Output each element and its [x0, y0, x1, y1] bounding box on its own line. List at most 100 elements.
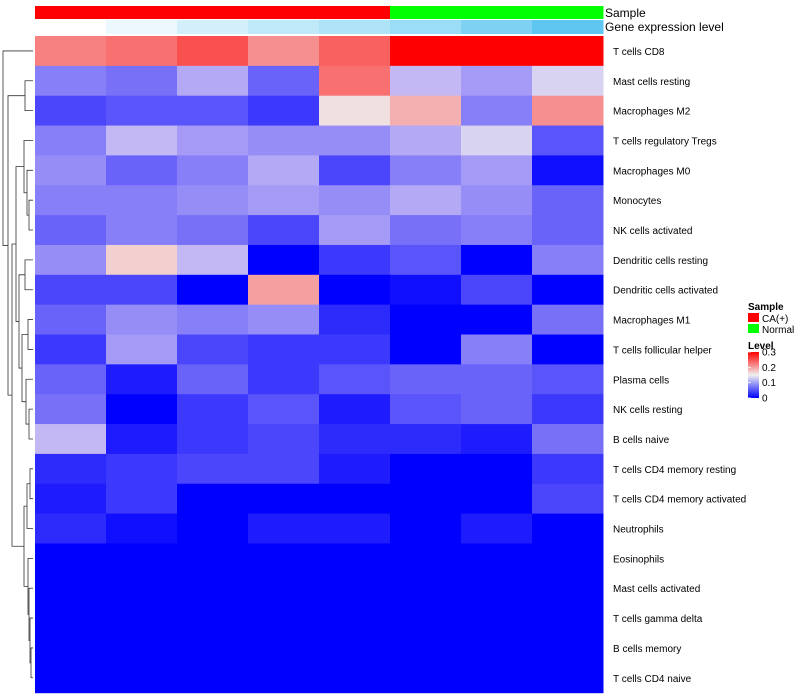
- heatmap-cell: [248, 36, 320, 67]
- heatmap-cell: [248, 304, 320, 335]
- heatmap-cell: [177, 483, 249, 515]
- heatmap-cell: [319, 155, 391, 186]
- heatmap-cell: [177, 424, 249, 455]
- sample-annotation-cell: [248, 6, 320, 19]
- sample-annotation-cell: [532, 6, 604, 19]
- heatmap-cell: [319, 633, 391, 664]
- heatmap-cell: [248, 424, 320, 455]
- heatmap-cell: [319, 185, 391, 216]
- heatmap-cell: [532, 573, 604, 604]
- dendrogram-branch: [28, 408, 33, 440]
- sample-annotation-cell: [35, 6, 107, 19]
- expression-annotation-cell: [461, 20, 533, 34]
- heatmap-cell: [532, 543, 604, 574]
- heatmap-cell: [390, 364, 462, 395]
- heatmap-cell: [461, 573, 533, 604]
- heatmap-cell: [248, 573, 320, 604]
- heatmap-cell: [390, 424, 462, 455]
- heatmap-cell: [390, 394, 462, 425]
- heatmap-cell: [248, 334, 320, 365]
- heatmap-cell: [35, 453, 107, 485]
- heatmap-cell: [532, 185, 604, 216]
- heatmap-cell: [35, 274, 107, 306]
- heatmap-cell: [248, 364, 320, 395]
- heatmap-cell: [461, 633, 533, 664]
- heatmap-cell: [177, 65, 249, 97]
- sample-annotation-cell: [177, 6, 249, 19]
- expression-annotation-cell: [390, 20, 462, 34]
- heatmap-cell: [177, 573, 249, 604]
- row-label: Dendritic cells resting: [613, 256, 708, 267]
- legend-level-title: Level: [748, 341, 774, 352]
- heatmap-cell: [177, 334, 249, 365]
- heatmap-cell: [390, 244, 462, 276]
- heatmap-cell: [106, 483, 178, 515]
- dendrogram-branch: [7, 95, 25, 396]
- heatmap-cell: [319, 603, 391, 634]
- heatmap-cell: [319, 65, 391, 97]
- expression-annotation-cell: [177, 20, 249, 34]
- heatmap-cell: [390, 215, 462, 246]
- heatmap-cell: [390, 36, 462, 67]
- heatmap-cell: [106, 304, 178, 335]
- dendrogram-branch: [30, 647, 33, 679]
- heatmap-cell: [177, 603, 249, 634]
- heatmap-cell: [248, 65, 320, 97]
- heatmap-cell: [106, 334, 178, 365]
- heatmap-cell: [35, 483, 107, 515]
- heatmap-cell: [532, 155, 604, 186]
- heatmap-cell: [35, 244, 107, 276]
- legend-level-tick-label: 0: [762, 394, 768, 405]
- heatmap-cell: [390, 513, 462, 544]
- heatmap-cell: [390, 155, 462, 186]
- heatmap-cell: [248, 394, 320, 425]
- heatmap-cell: [177, 274, 249, 306]
- heatmap-cell: [177, 453, 249, 485]
- row-label: Plasma cells: [613, 375, 669, 386]
- heatmap-cell: [35, 334, 107, 365]
- heatmap-cell: [532, 334, 604, 365]
- heatmap-cell: [248, 603, 320, 634]
- heatmap-cell: [248, 513, 320, 544]
- heatmap-cell: [390, 483, 462, 515]
- heatmap-cell: [319, 424, 391, 455]
- dendrogram-branch: [23, 140, 33, 194]
- legend-sample-title: Sample: [748, 302, 784, 313]
- heatmap-cell: [106, 424, 178, 455]
- heatmap-cell: [35, 513, 107, 544]
- heatmap-cell: [390, 662, 462, 694]
- expression-annotation-cell: [319, 20, 391, 34]
- heatmap-cell: [461, 334, 533, 365]
- heatmap-cell: [248, 244, 320, 276]
- dendrogram-branch: [25, 378, 33, 425]
- heatmap-cell: [248, 155, 320, 186]
- heatmap-cell: [106, 244, 178, 276]
- heatmap-cell: [390, 573, 462, 604]
- heatmap-cell: [248, 185, 320, 216]
- heatmap-cell: [532, 394, 604, 425]
- heatmap-cell: [319, 483, 391, 515]
- row-label: T cells follicular helper: [613, 345, 712, 356]
- heatmap-cell: [390, 334, 462, 365]
- heatmap-cell: [177, 36, 249, 67]
- heatmap-cell: [461, 215, 533, 246]
- heatmap-cell: [532, 95, 604, 127]
- heatmap-cell: [319, 244, 391, 276]
- heatmap-cell: [106, 215, 178, 246]
- dendrogram-branch: [21, 334, 28, 403]
- heatmap-cell: [35, 95, 107, 127]
- track-label-sample: Sample: [605, 6, 646, 20]
- row-label: Dendritic cells activated: [613, 286, 718, 297]
- row-label: T cells CD4 memory resting: [613, 465, 736, 476]
- heatmap-cell: [248, 543, 320, 574]
- sample-annotation-cell: [390, 6, 462, 19]
- dendrogram-branch: [28, 199, 33, 231]
- heatmap-cell: [106, 513, 178, 544]
- heatmap-cell: [248, 125, 320, 156]
- heatmap-cell: [390, 65, 462, 97]
- heatmap-cell: [106, 662, 178, 694]
- heatmap-cell: [35, 662, 107, 694]
- heatmap-cell: [177, 662, 249, 694]
- heatmap-cell: [532, 483, 604, 515]
- heatmap-cell: [248, 633, 320, 664]
